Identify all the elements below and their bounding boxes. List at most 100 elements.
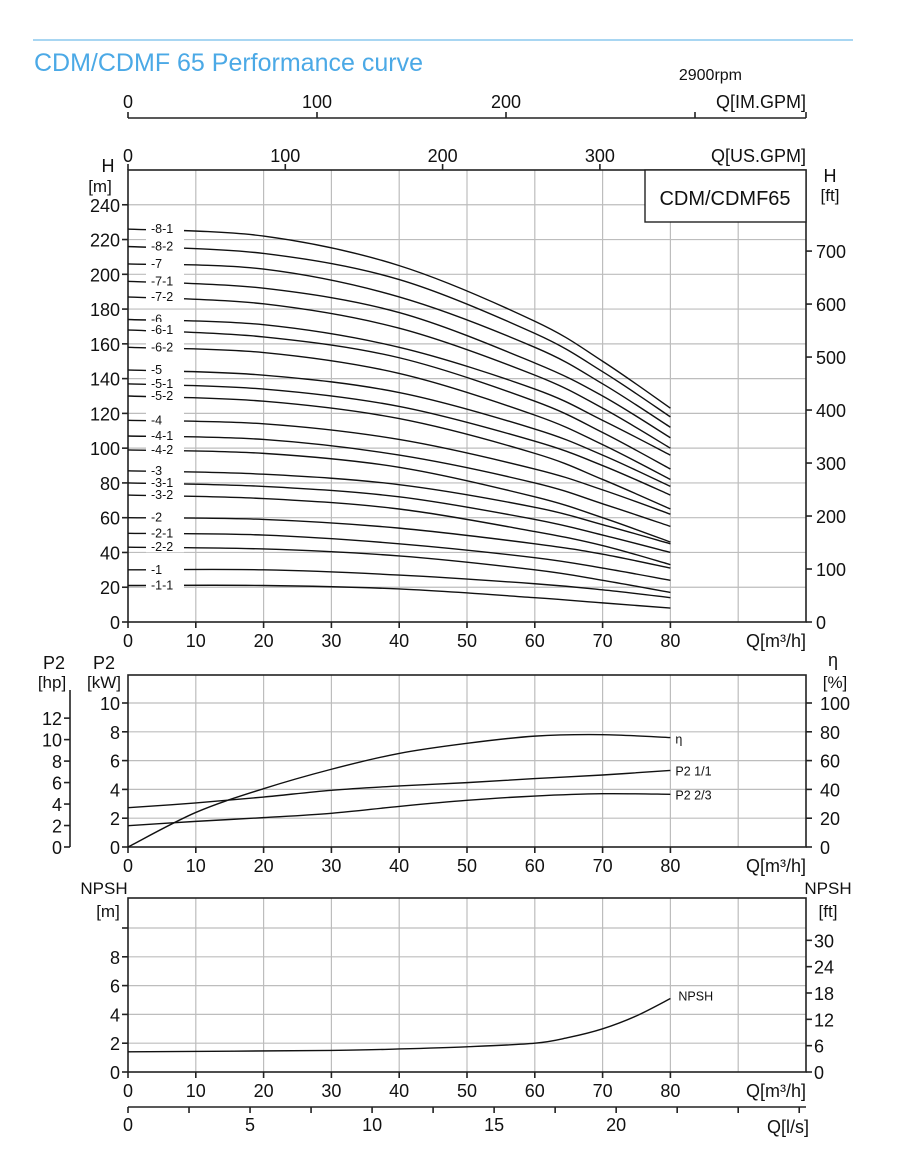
y-tick-label: 200 bbox=[90, 265, 120, 285]
ft-tick-label: 6 bbox=[814, 1037, 824, 1057]
npsh-label: NPSH bbox=[80, 879, 127, 898]
y-tick-label: 0 bbox=[110, 1063, 120, 1083]
us-gpm-tick-label: 200 bbox=[428, 146, 458, 166]
x-tick-label: 0 bbox=[123, 856, 133, 876]
curve-label-background bbox=[146, 561, 184, 575]
curve-label-background bbox=[146, 462, 184, 476]
y2-tick-label: 0 bbox=[816, 613, 826, 633]
curve-label: -6-2 bbox=[151, 340, 173, 354]
x-tick-label: 20 bbox=[254, 856, 274, 876]
curve-label-background bbox=[146, 273, 184, 287]
y2-tick-label: 200 bbox=[816, 507, 846, 527]
curve-label: -3-2 bbox=[151, 488, 173, 502]
eta-tick-label: 100 bbox=[820, 694, 850, 714]
x-tick-label: 60 bbox=[525, 856, 545, 876]
eta-tick-label: 40 bbox=[820, 780, 840, 800]
hp-tick-label: 10 bbox=[42, 731, 62, 751]
curve-label-background bbox=[146, 474, 184, 488]
curve-label-background bbox=[146, 255, 184, 269]
curve-label-background bbox=[146, 577, 184, 591]
page-title: CDM/CDMF 65 Performance curve bbox=[34, 49, 423, 77]
ls-tick-label: 15 bbox=[484, 1115, 504, 1135]
curve-label: η bbox=[675, 733, 682, 747]
curve-label: -3-1 bbox=[151, 476, 173, 490]
curve-label: -1 bbox=[151, 563, 162, 577]
curve-label: -8-1 bbox=[151, 222, 173, 236]
curve-label: P2 1/1 bbox=[675, 764, 711, 778]
x-tick-label: 10 bbox=[186, 631, 206, 651]
x-tick-label: 30 bbox=[321, 631, 341, 651]
x-tick-label: 0 bbox=[123, 1081, 133, 1101]
head-chart: 0 10 20 30 40 50 60 70 80 Q[m³/h] 0 20 40 60 80 100 120 1… bbox=[88, 92, 846, 651]
x-tick-label: 50 bbox=[457, 631, 477, 651]
x-tick-label: 30 bbox=[321, 1081, 341, 1101]
head-curve-stage-3-1 bbox=[127, 482, 671, 554]
im-gpm-tick-label: 0 bbox=[123, 92, 133, 112]
y-tick-label: 8 bbox=[110, 723, 120, 743]
curve-label-background bbox=[146, 339, 184, 353]
y-tick-label: 2 bbox=[110, 809, 120, 829]
curve-p2-two-thirds bbox=[127, 792, 671, 827]
npsh-chart: 0 10 20 30 40 50 60 70 80 Q[m³/h]02468NPSH[m]NPSH… bbox=[80, 879, 851, 1137]
ft-tick-label: 24 bbox=[814, 958, 834, 978]
curve-label: -5-2 bbox=[151, 389, 173, 403]
y2-axis-label-h: H bbox=[824, 166, 837, 186]
p2-hp-unit: [hp] bbox=[38, 673, 66, 692]
y-tick-label: 2 bbox=[110, 1034, 120, 1054]
hp-tick-label: 12 bbox=[42, 709, 62, 729]
x-tick-label: 10 bbox=[186, 1081, 206, 1101]
im-gpm-tick-label: 200 bbox=[491, 92, 521, 112]
y-tick-label: 6 bbox=[110, 977, 120, 997]
power-efficiency-chart: 0 10 20 30 40 50 60 70 80 Q[m³/h]0246810024681012… bbox=[38, 650, 850, 876]
curve-label: -5-1 bbox=[151, 377, 173, 391]
curve-label: -3 bbox=[151, 464, 162, 478]
curve-label-background bbox=[146, 221, 184, 235]
curve-label: -4-1 bbox=[151, 429, 173, 443]
curve-label-background bbox=[146, 412, 184, 426]
head-curve-stage-7-1 bbox=[127, 280, 671, 439]
head-curve-stage-2 bbox=[127, 517, 671, 569]
curve-label: -1-1 bbox=[151, 578, 173, 592]
p2-kw-unit: [kW] bbox=[87, 673, 121, 692]
us-gpm-tick-label: 0 bbox=[123, 146, 133, 166]
head-curve-stage-8-2 bbox=[127, 245, 671, 418]
head-curve-stage-4 bbox=[127, 419, 671, 515]
y2-tick-label: 300 bbox=[816, 454, 846, 474]
y-tick-label: 80 bbox=[100, 474, 120, 494]
y-tick-label: 220 bbox=[90, 231, 120, 251]
x-tick-label: 0 bbox=[123, 631, 133, 651]
y2-tick-label: 600 bbox=[816, 295, 846, 315]
curve-label-background bbox=[146, 539, 184, 553]
eta-tick-label: 0 bbox=[820, 838, 830, 858]
head-curve-stage-7-2 bbox=[127, 296, 671, 449]
x-tick-label: 20 bbox=[254, 1081, 274, 1101]
y2-tick-label: 100 bbox=[816, 560, 846, 580]
head-curve-stage-8-1 bbox=[127, 228, 671, 409]
npsh-unit-ft: [ft] bbox=[819, 902, 838, 921]
y-tick-label: 240 bbox=[90, 196, 120, 216]
model-legend-box bbox=[644, 169, 807, 223]
x-tick-label: 40 bbox=[389, 856, 409, 876]
y2-tick-label: 700 bbox=[816, 242, 846, 262]
x-tick-label: 70 bbox=[593, 1081, 613, 1101]
x-tick-label: 80 bbox=[660, 856, 680, 876]
head-curve-stage-5-2 bbox=[127, 395, 671, 510]
y-axis-label-h: H bbox=[102, 156, 115, 176]
head-curve-stage-6 bbox=[127, 318, 671, 456]
y-tick-label: 0 bbox=[110, 613, 120, 633]
hp-tick-label: 0 bbox=[52, 838, 62, 858]
ft-tick-label: 30 bbox=[814, 931, 834, 951]
npsh-unit-m: [m] bbox=[96, 902, 120, 921]
us-gpm-tick-label: 100 bbox=[270, 146, 300, 166]
y-tick-label: 40 bbox=[100, 543, 120, 563]
x-axis-label: Q[m³/h] bbox=[746, 631, 806, 651]
x-tick-label: 50 bbox=[457, 1081, 477, 1101]
curve-label: P2 2/3 bbox=[675, 788, 711, 802]
curve-label: -8-2 bbox=[151, 239, 173, 253]
ls-axis-label: Q[l/s] bbox=[767, 1117, 809, 1137]
curve-efficiency bbox=[127, 733, 671, 848]
y2-tick-label: 500 bbox=[816, 348, 846, 368]
curve-label: -6-1 bbox=[151, 323, 173, 337]
curve-label-background bbox=[146, 441, 184, 455]
